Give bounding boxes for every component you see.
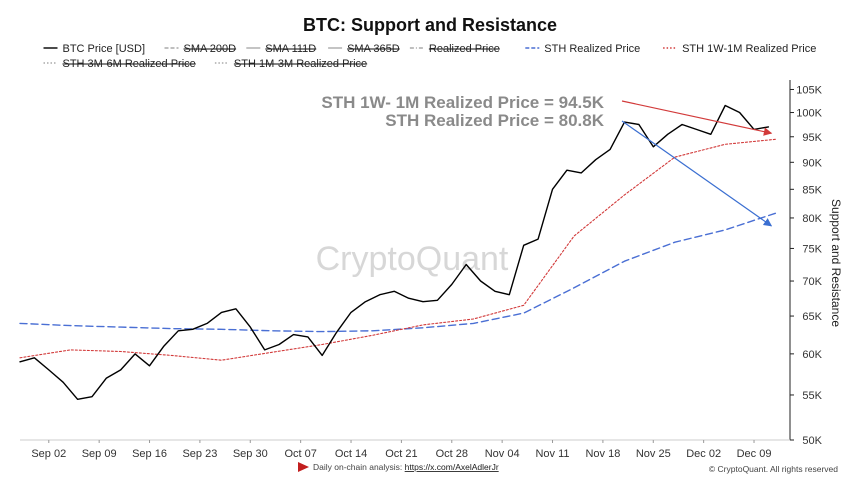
annotation-sth-1w-1m: STH 1W- 1M Realized Price = 94.5K [321,93,604,112]
y-tick-label: 75K [802,243,822,255]
y-tick-label: 100K [796,108,822,120]
legend-item[interactable]: STH 3M-6M Realized Price [43,58,196,70]
x-tick-label: Sep 23 [182,448,217,460]
y-tick-label: 95K [802,132,822,144]
chart-title: BTC: Support and Resistance [303,15,557,35]
footer: Daily on-chain analysis: https://x.com/A… [298,462,838,474]
legend-label: STH Realized Price [544,43,640,55]
legend-label: SMA 200D [184,43,237,55]
y-axis-label: Support and Resistance [829,199,843,327]
legend-item[interactable]: Realized Price [409,43,500,55]
annotation-sth-realized: STH Realized Price = 80.8K [385,111,604,130]
x-tick-label: Sep 02 [31,448,66,460]
axes: 105K 100K 95K 90K 85K 80K 75K 70K 65K 60K 55K 50K Se… [20,80,823,460]
annotation-arrow-red [621,100,773,136]
x-tick-label: Sep 09 [82,448,117,460]
x-tick-label: Oct 28 [436,448,468,460]
legend-label: STH 1W-1M Realized Price [682,43,816,55]
series-line-sth-realized-price [19,212,777,333]
y-tick-label: 55K [802,390,822,402]
x-tick-label: Nov 18 [585,448,620,460]
watermark: CryptoQuant [316,240,509,278]
series-layer [19,104,777,400]
y-tick-label: 70K [802,276,822,288]
annotation-arrow-blue [621,120,773,227]
legend-label: STH 3M-6M Realized Price [63,58,196,70]
footer-copyright: © CryptoQuant. All rights reserved [709,464,838,474]
y-tick-label: 60K [802,349,822,361]
y-tick-label: 65K [802,311,822,323]
legend-item[interactable]: STH 1W-1M Realized Price [663,43,816,55]
y-tick-label: 105K [796,84,822,96]
x-tick-label: Oct 14 [335,448,367,460]
x-tick-label: Nov 25 [636,448,671,460]
legend-item[interactable]: STH Realized Price [525,43,640,55]
y-tick-label: 50K [802,435,822,447]
footer-analysis: Daily on-chain analysis: https://x.com/A… [313,462,499,472]
y-tick-label: 80K [802,213,822,225]
x-tick-label: Oct 07 [284,448,316,460]
series-line-sth-1w-1m-realized-price [19,138,777,361]
legend-item[interactable]: STH 1M-3M Realized Price [214,58,367,70]
footer-link[interactable]: https://x.com/AxelAdlerJr [405,462,499,472]
legend-label: SMA 365D [347,43,400,55]
x-tick-label: Dec 02 [686,448,721,460]
x-tick-label: Dec 09 [737,448,772,460]
legend: BTC Price [USD] SMA 200D SMA 111D SMA 365D R… [43,43,816,70]
legend-label: STH 1M-3M Realized Price [234,58,367,70]
legend-label: Realized Price [429,43,500,55]
legend-item[interactable]: SMA 200D [164,43,237,55]
x-tick-label: Oct 21 [385,448,417,460]
y-tick-label: 90K [802,157,822,169]
annotations: STH 1W- 1M Realized Price = 94.5K STH Re… [321,93,773,227]
series-line-btc-price-usd [19,104,770,400]
legend-item[interactable]: SMA 365D [328,43,400,55]
legend-label: SMA 111D [265,43,316,55]
legend-item[interactable]: BTC Price [USD] [43,43,146,55]
x-tick-label: Nov 11 [535,448,569,460]
legend-item[interactable]: SMA 111D [246,43,316,55]
y-tick-label: 85K [802,184,822,196]
x-tick-label: Sep 16 [132,448,167,460]
x-tick-label: Nov 04 [485,448,520,460]
x-tick-label: Sep 30 [233,448,268,460]
flag-icon [298,462,309,472]
legend-label: BTC Price [USD] [63,43,146,55]
